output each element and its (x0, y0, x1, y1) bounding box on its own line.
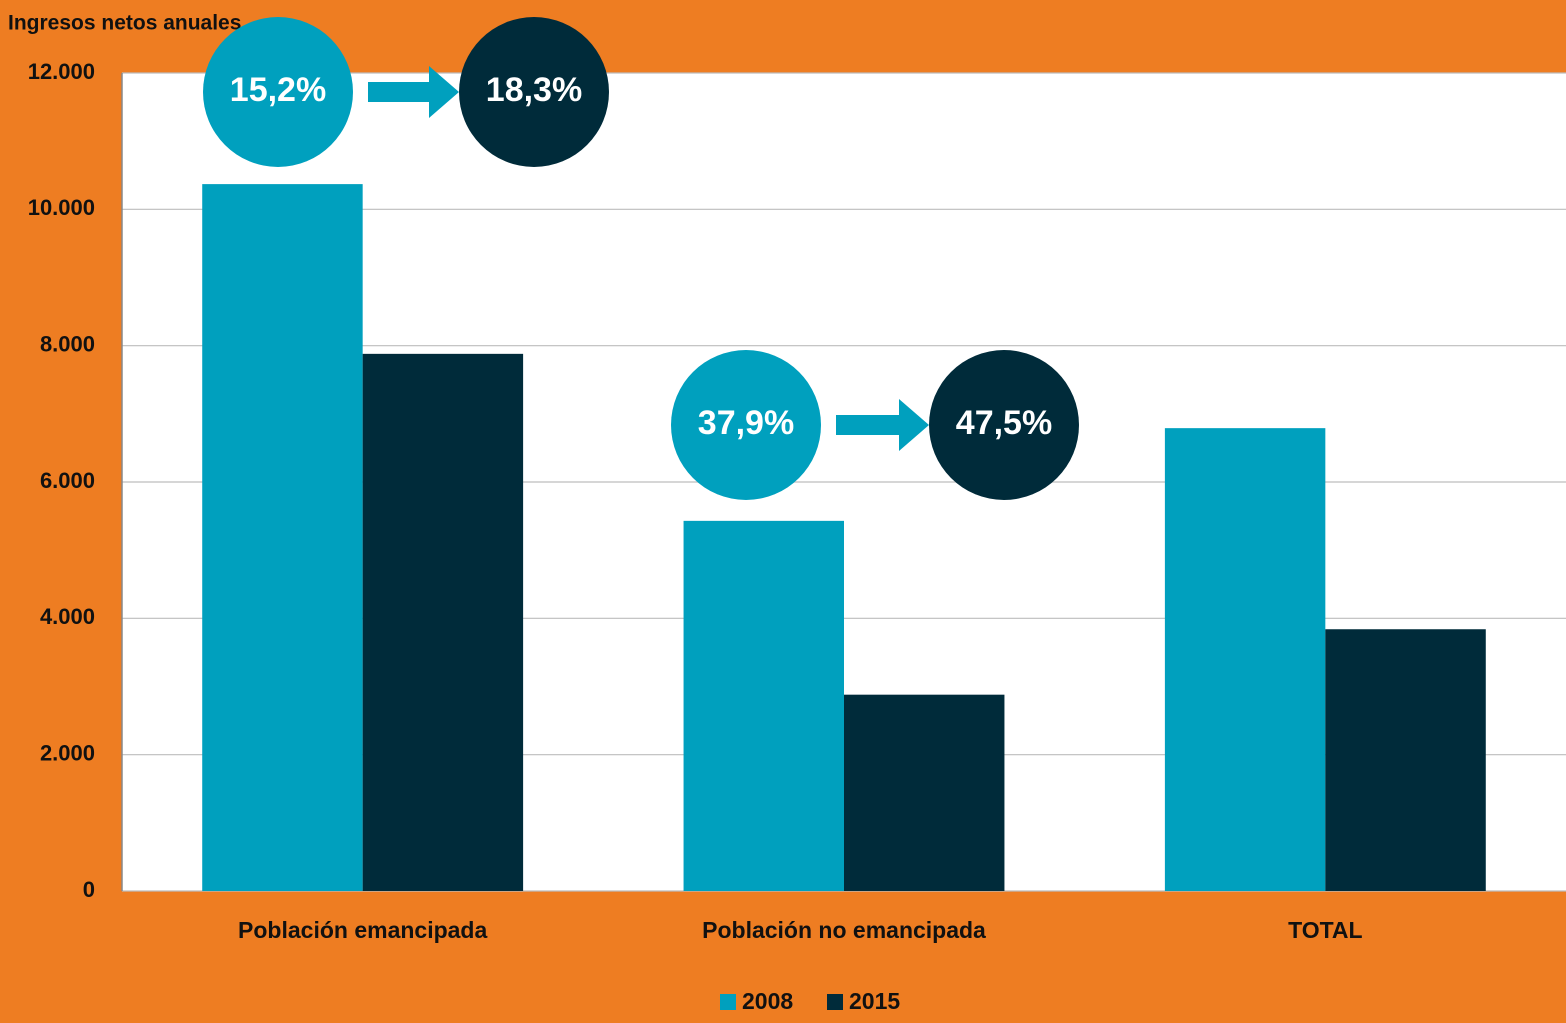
annotation-circle (929, 350, 1079, 500)
annotation-circle (203, 17, 353, 167)
y-tick-label: 2.000 (40, 740, 95, 765)
legend-swatch (827, 994, 843, 1010)
bar (1164, 428, 1326, 891)
bar (202, 184, 363, 891)
bar (844, 694, 1005, 891)
y-tick-label: 6.000 (40, 468, 95, 493)
y-tick-label: 0 (83, 877, 95, 902)
arrow (368, 66, 459, 118)
x-tick-label: Población no emancipada (702, 917, 986, 943)
y-tick-label: 12.000 (28, 59, 95, 84)
bar (683, 520, 844, 891)
legend-swatch (720, 994, 736, 1010)
y-tick-label: 4.000 (40, 604, 95, 629)
annotation-circle (459, 17, 609, 167)
annotation-label: 18,3% (486, 71, 582, 109)
legend-label: 2015 (849, 988, 900, 1014)
legend-label: 2008 (742, 988, 793, 1014)
annotation-label: 15,2% (230, 71, 326, 109)
x-tick-label: TOTAL (1288, 917, 1363, 943)
annotation-label: 37,9% (698, 404, 794, 442)
annotation-label: 47,5% (956, 404, 1052, 442)
y-tick-label: 10.000 (28, 195, 95, 220)
y-tick-label: 8.000 (40, 331, 95, 356)
annotation-circle (671, 350, 821, 500)
x-tick-label: Población emancipada (238, 917, 487, 943)
arrow (836, 399, 929, 451)
bar (362, 353, 524, 891)
chart-title: Ingresos netos anuales (8, 12, 241, 35)
bar (1325, 629, 1486, 891)
